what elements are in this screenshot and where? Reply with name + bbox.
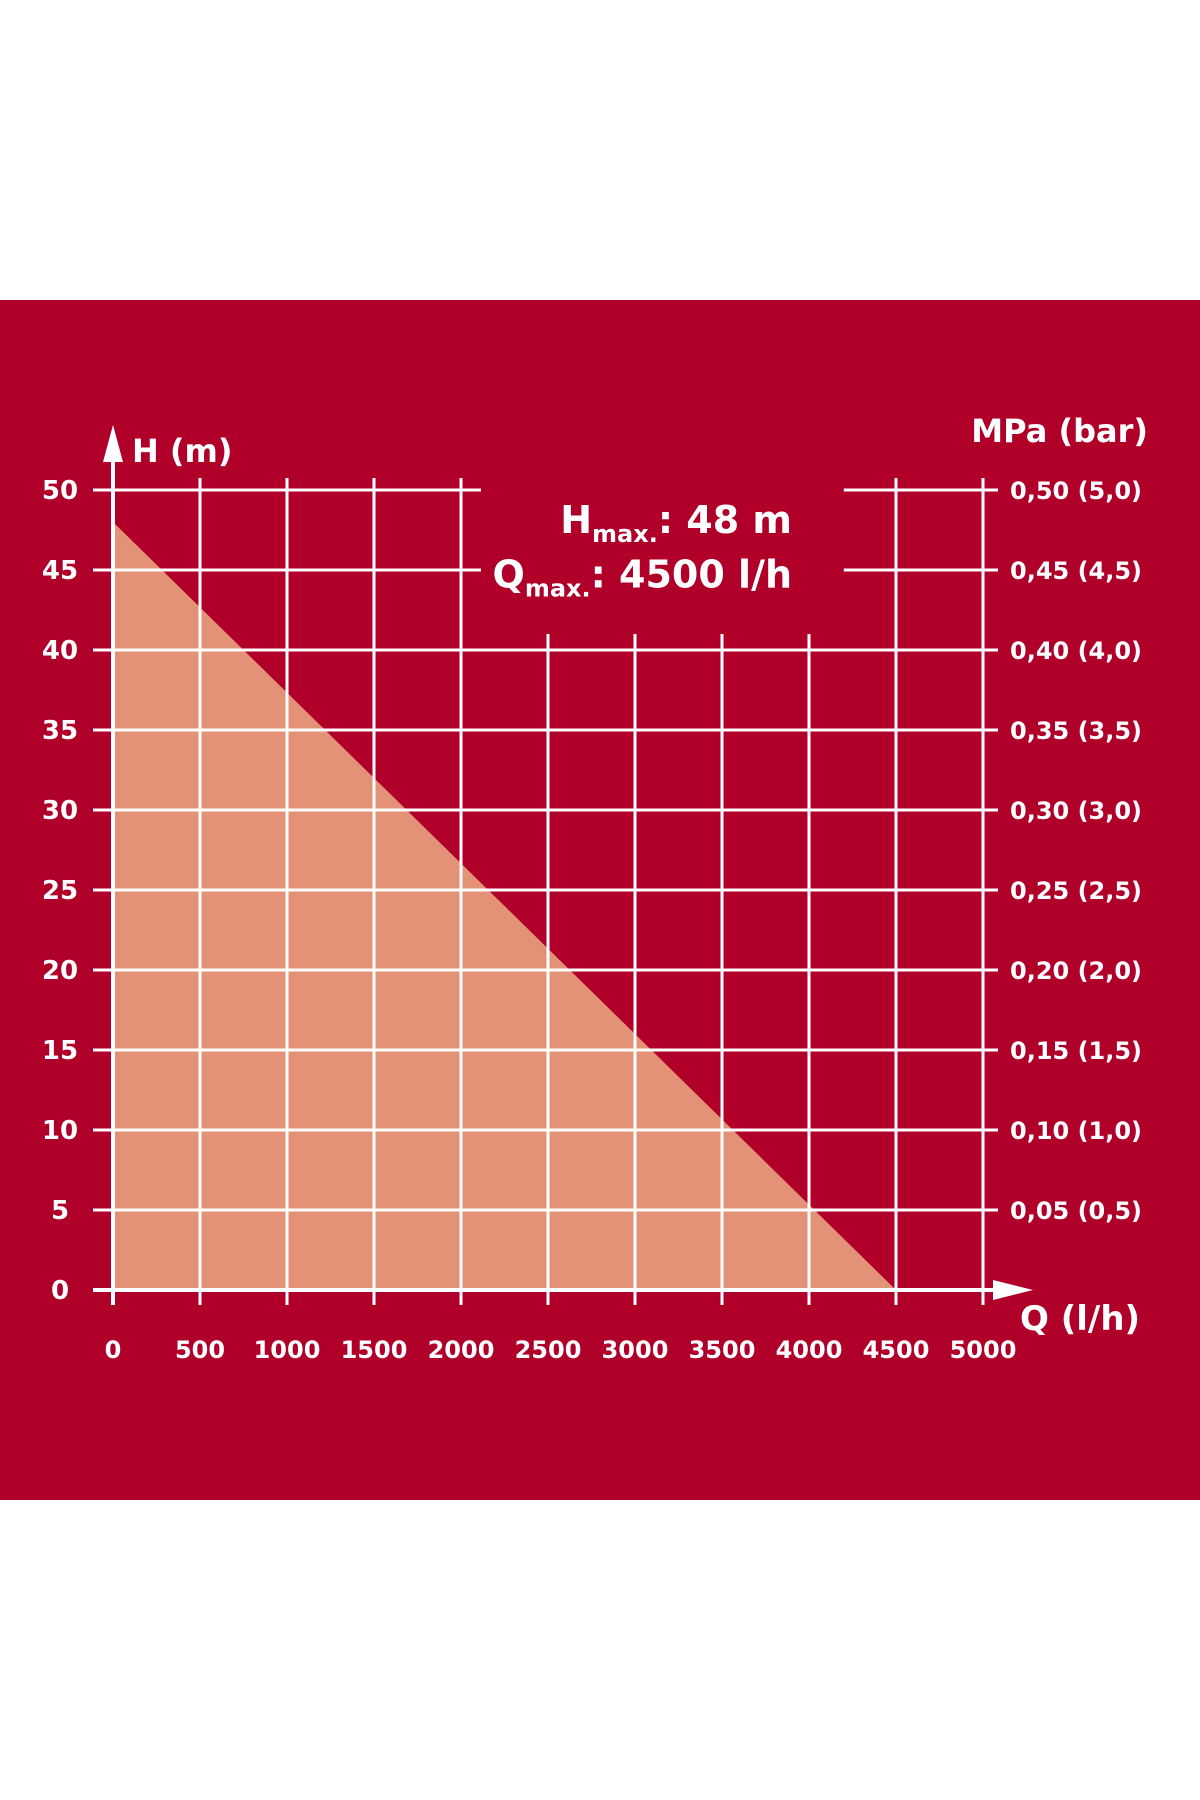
y2-tick-label: 0,15 (1,5) xyxy=(1010,1037,1142,1065)
y-tick-label: 10 xyxy=(42,1116,78,1146)
y2-axis-title: MPa (bar) xyxy=(971,412,1148,450)
x-tick-label: 1500 xyxy=(341,1336,408,1364)
x-tick-label: 0 xyxy=(105,1336,122,1364)
y-tick-label: 15 xyxy=(42,1036,78,1066)
x-tick-label: 3000 xyxy=(602,1336,669,1364)
hmax-annotation: Hmax.: 48 m xyxy=(560,498,792,548)
x-axis-arrow xyxy=(993,1280,1033,1300)
y-axis-title: H (m) xyxy=(132,432,233,470)
x-tick-label: 1000 xyxy=(254,1336,321,1364)
y-tick-label: 25 xyxy=(42,876,78,906)
y2-tick-label: 0,25 (2,5) xyxy=(1010,877,1142,905)
x-tick-label: 4000 xyxy=(776,1336,843,1364)
y-tick-label: 5 xyxy=(51,1196,69,1226)
y-tick-label: 40 xyxy=(42,636,78,666)
y-tick-label: 0 xyxy=(51,1276,69,1306)
x-tick-label: 500 xyxy=(175,1336,225,1364)
x-tick-label: 4500 xyxy=(863,1336,930,1364)
y2-tick-label: 0,20 (2,0) xyxy=(1010,957,1142,985)
y2-tick-label: 0,40 (4,0) xyxy=(1010,637,1142,665)
y2-tick-label: 0,05 (0,5) xyxy=(1010,1197,1142,1225)
y-tick-label: 30 xyxy=(42,796,78,826)
y2-tick-label: 0,50 (5,0) xyxy=(1010,477,1142,505)
y-tick-label: 35 xyxy=(42,716,78,746)
qmax-annotation: Qmax.: 4500 l/h xyxy=(493,553,793,603)
y-axis-arrow xyxy=(103,425,123,462)
x-tick-label: 2500 xyxy=(515,1336,582,1364)
y-tick-label: 45 xyxy=(42,556,78,586)
y-tick-label: 20 xyxy=(42,956,78,986)
chart-svg: 0 5 10 15 20 25 30 35 40 45 50 0,05 (0,5) 0,10 (1,0)… xyxy=(0,300,1200,1500)
y2-tick-label: 0,10 (1,0) xyxy=(1010,1117,1142,1145)
y2-tick-label: 0,30 (3,0) xyxy=(1010,797,1142,825)
y2-tick-label: 0,45 (4,5) xyxy=(1010,557,1142,585)
x-tick-label: 2000 xyxy=(428,1336,495,1364)
x-tick-label: 3500 xyxy=(689,1336,756,1364)
x-axis-title: Q (l/h) xyxy=(1020,1299,1140,1339)
y2-tick-label: 0,35 (3,5) xyxy=(1010,717,1142,745)
x-tick-label: 5000 xyxy=(950,1336,1017,1364)
performance-area xyxy=(113,522,896,1290)
y-tick-label: 50 xyxy=(42,476,78,506)
pump-performance-chart: 0 5 10 15 20 25 30 35 40 45 50 0,05 (0,5) 0,10 (1,0)… xyxy=(0,300,1200,1500)
